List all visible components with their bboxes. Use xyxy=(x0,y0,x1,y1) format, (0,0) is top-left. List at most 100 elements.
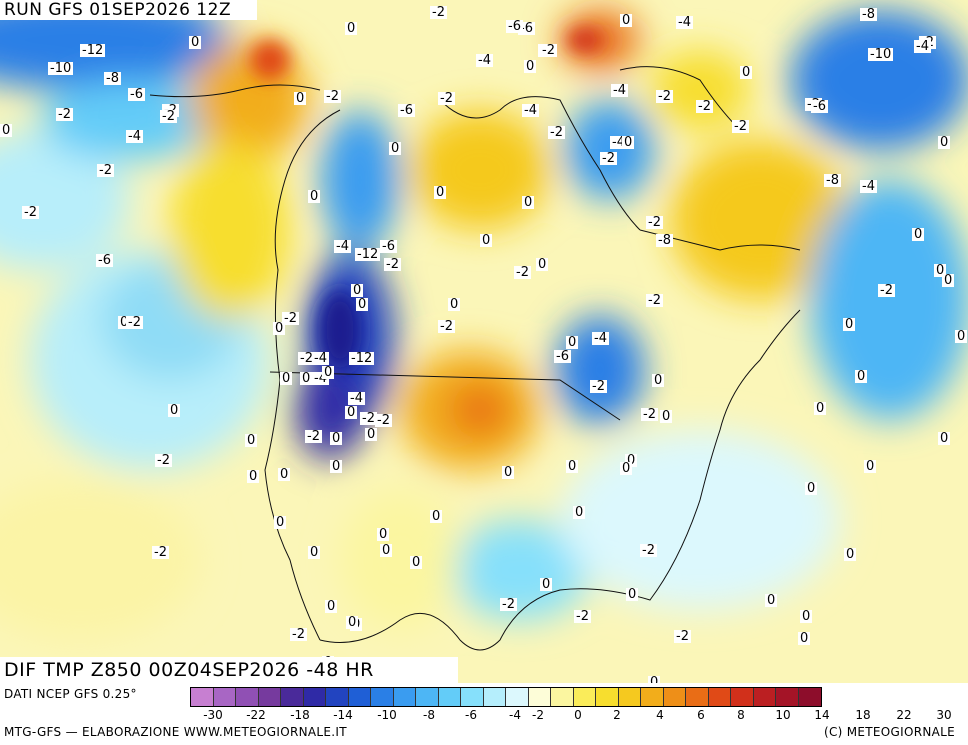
colorbar-tick-label: 2 xyxy=(613,708,621,722)
colorbar-tick-label: 4 xyxy=(656,708,664,722)
contour-label: 0 xyxy=(573,505,586,520)
colorbar-tick-label: 0 xyxy=(574,708,582,722)
contour-label: -2 xyxy=(500,597,517,612)
contour-label: -2 xyxy=(548,125,565,140)
contour-label: -2 xyxy=(56,107,73,122)
contour-label: 0 xyxy=(430,509,443,524)
contour-label: 0 xyxy=(502,465,515,480)
field-title: DIF TMP Z850 00Z04SEP2026 -48 HR xyxy=(0,657,458,683)
contour-label: 0 xyxy=(322,365,335,380)
contour-label: -2 xyxy=(384,257,401,272)
contour-label: -6 xyxy=(398,103,415,118)
contour-label: 0 xyxy=(620,13,633,28)
contour-label: -2 xyxy=(155,453,172,468)
contour-label: -2 xyxy=(375,413,392,428)
contour-label: 0 xyxy=(273,321,286,336)
contour-label: -2 xyxy=(674,629,691,644)
contour-label: 0 xyxy=(622,135,635,150)
contour-label: -4 xyxy=(334,239,351,254)
contour-label: 0 xyxy=(189,35,202,50)
contour-label: 0 xyxy=(942,273,955,288)
contour-label: 0 xyxy=(294,91,307,106)
color-swatch xyxy=(461,688,484,706)
color-swatch xyxy=(348,688,371,706)
contour-label: 0 xyxy=(308,545,321,560)
contour-label: 0 xyxy=(864,459,877,474)
colorbar-tick-label: 10 xyxy=(775,708,791,722)
run-title: RUN GFS 01SEP2026 12Z xyxy=(0,0,257,20)
colorbar-tick-label: 30 xyxy=(936,708,952,722)
contour-label: 0 xyxy=(247,469,260,484)
colorbar-tick-label: 8 xyxy=(737,708,745,722)
contour-label: 0 xyxy=(325,599,338,614)
contour-label: -2 xyxy=(438,91,455,106)
contour-label: 0 xyxy=(434,185,447,200)
contour-label: -12 xyxy=(80,43,106,58)
contour-label: -8 xyxy=(860,7,877,22)
colorbar-tick-label: -8 xyxy=(423,708,435,722)
contour-label: -2 xyxy=(152,545,169,560)
contour-label: -2 xyxy=(305,429,322,444)
contour-label: -6 xyxy=(128,87,145,102)
color-swatch xyxy=(393,688,416,706)
colorbar-tick-label: -14 xyxy=(333,708,353,722)
contour-label: 0 xyxy=(955,329,968,344)
color-swatch xyxy=(191,688,214,706)
colorbar-tick-label: -30 xyxy=(203,708,223,722)
contour-label: 0 xyxy=(377,527,390,542)
contour-label: 0 xyxy=(934,263,947,278)
contour-label: -2 xyxy=(290,627,307,642)
contour-label: 0 xyxy=(278,467,291,482)
contour-label: -2 xyxy=(696,99,713,114)
contour-label: -2 xyxy=(590,379,607,394)
contour-label: 0 xyxy=(740,65,753,80)
colorbar-tick-label: -10 xyxy=(377,708,397,722)
contour-label: 0 xyxy=(912,227,925,242)
contour-label: 0 xyxy=(765,593,778,608)
contour-label: -2 xyxy=(22,205,39,220)
color-swatch xyxy=(506,688,529,706)
contour-label: 0 xyxy=(800,609,813,624)
contour-label: -2 xyxy=(640,543,657,558)
color-swatch xyxy=(798,688,821,706)
contour-label: -4 xyxy=(522,103,539,118)
contour-label: -2 xyxy=(878,283,895,298)
contour-label: 0 xyxy=(365,427,378,442)
contour-label: -2 xyxy=(600,151,617,166)
color-swatch xyxy=(708,688,731,706)
color-swatch xyxy=(753,688,776,706)
color-swatch xyxy=(731,688,754,706)
color-swatch xyxy=(371,688,394,706)
contour-label: 0 xyxy=(410,555,423,570)
contour-label: 0 xyxy=(389,141,402,156)
contour-label: 0 xyxy=(245,433,258,448)
contour-label: 0 xyxy=(330,459,343,474)
temperature-anomaly-map xyxy=(0,0,968,683)
contour-label: -4 xyxy=(592,331,609,346)
contour-label: 0 xyxy=(300,371,313,386)
contour-label: -4 xyxy=(126,129,143,144)
contour-label: -4 xyxy=(676,15,693,30)
contour-label: 0 xyxy=(274,515,287,530)
contour-label: -2 xyxy=(324,89,341,104)
contour-label: 0 xyxy=(168,403,181,418)
color-swatch xyxy=(573,688,596,706)
contour-label: -2 xyxy=(574,609,591,624)
contour-label: 0 xyxy=(522,195,535,210)
contour-label: 0 xyxy=(652,373,665,388)
contour-label: -2 xyxy=(97,163,114,178)
contour-label: -2 xyxy=(732,119,749,134)
color-swatch xyxy=(596,688,619,706)
contour-label: -2 xyxy=(298,351,315,366)
contour-label: 0 xyxy=(536,257,549,272)
contour-label: 0 xyxy=(938,431,951,446)
colorbar-tick-label: -6 xyxy=(465,708,477,722)
color-swatch xyxy=(281,688,304,706)
contour-label: -2 xyxy=(514,265,531,280)
contour-label: 0 xyxy=(660,409,673,424)
contour-label: 0 xyxy=(356,297,369,312)
color-swatch xyxy=(416,688,439,706)
color-swatch xyxy=(663,688,686,706)
contour-label: -2 xyxy=(282,311,299,326)
color-swatch xyxy=(776,688,799,706)
